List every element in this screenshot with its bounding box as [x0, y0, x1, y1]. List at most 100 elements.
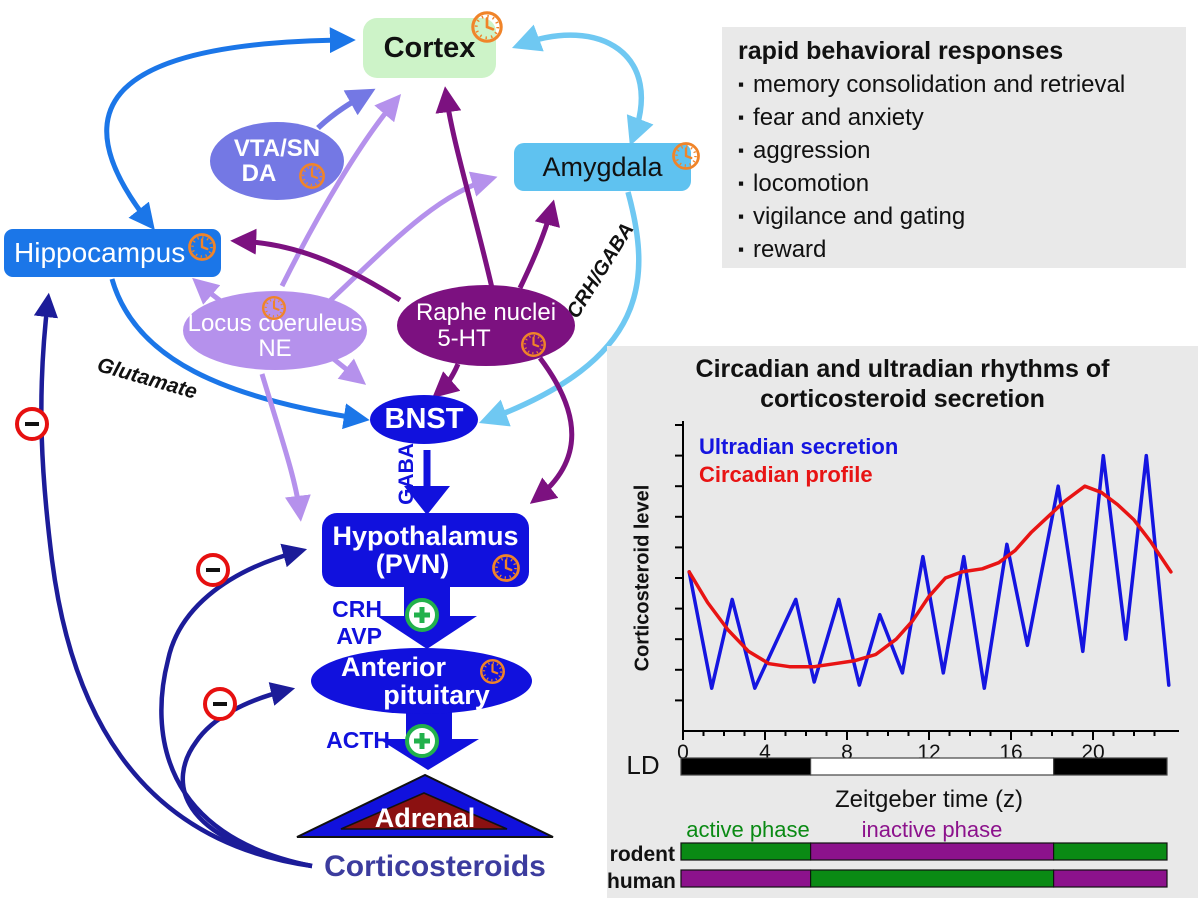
node-hippocampus-label: Hippocampus	[14, 237, 186, 269]
legend-circadian: Circadian profile	[699, 462, 873, 487]
node-amygdala: Amygdala	[514, 142, 700, 191]
adrenal-inner-triangle	[340, 792, 508, 830]
x-tick-label: 8	[841, 741, 853, 764]
arrow-raphe-hippocampus	[230, 228, 402, 303]
bullet-icon: ▪	[738, 174, 745, 193]
chart-title-line1: Circadian and ultradian rhythms of	[695, 355, 1110, 383]
bullet-icon: ▪	[738, 141, 745, 160]
clock-icon	[671, 141, 701, 171]
behavior-panel-title: rapid behavioral responses	[738, 37, 1064, 65]
chart-y-axis-label: Corticosteroid level	[631, 484, 654, 672]
minus-icon	[15, 407, 49, 441]
species-bar-segment-inactive	[1053, 869, 1168, 888]
x-tick-label: 0	[677, 741, 689, 764]
node-cortex: Cortex	[363, 11, 503, 78]
node-bnst: BNST	[370, 395, 478, 444]
clock-icon	[298, 162, 326, 190]
arrow-raphe-bnst	[432, 363, 461, 399]
ld-bar-segment-dark	[1053, 757, 1168, 776]
node-hypothalamus-line1: Hypothalamus	[332, 520, 519, 551]
species-label-human: human	[607, 870, 676, 893]
bullet-icon: ▪	[738, 108, 745, 127]
bullet-icon: ▪	[738, 207, 745, 226]
arrow-feedback-hippocampus	[33, 292, 313, 869]
arrow-raphe-cortex	[435, 86, 495, 289]
light-dark-bar-label: LD	[626, 750, 660, 780]
chart-panel: Circadian and ultradian rhythms of corti…	[607, 346, 1198, 898]
behavior-item-text: memory consolidation and retrieval	[753, 71, 1126, 98]
chart-x-axis-label: Zeitgeber time (z)	[834, 786, 1024, 813]
minus-icon	[203, 687, 237, 721]
node-vta-sn: VTA/SN DA	[210, 122, 344, 200]
diagram-arrows-canvas	[33, 24, 654, 869]
node-pituitary-line2: pituitary	[383, 680, 490, 710]
arrow-amygdala-bnst	[478, 191, 642, 427]
minus-icon	[196, 553, 230, 587]
node-anterior-pituitary: Anterior pituitary	[311, 648, 532, 714]
species-bar-segment-inactive	[810, 842, 1055, 861]
edge-label-gaba: GABA	[395, 443, 418, 505]
species-bar-segment-active	[680, 842, 812, 861]
behavior-item-text: locomotion	[753, 170, 870, 197]
node-raphe-nuclei: Raphe nuclei 5-HT	[397, 285, 575, 366]
edge-label-avp: AVP	[336, 623, 382, 649]
ultradian-line	[687, 453, 1171, 690]
behavior-panel: rapid behavioral responses ▪ memory conso…	[722, 27, 1186, 268]
species-bar-segment-active	[810, 869, 1055, 888]
node-pituitary-line1: Anterior	[340, 651, 446, 682]
clock-icon	[470, 10, 504, 44]
node-raphe-line2: 5-HT	[437, 324, 491, 352]
behavior-list: ▪ memory consolidation and retrieval ▪ fear…	[738, 69, 1174, 267]
bullet-icon: ▪	[738, 75, 745, 94]
plus-icon	[405, 724, 439, 758]
arrow-feedback-hypothalamus	[159, 543, 313, 869]
arrow-lc-hypothalamus	[259, 373, 311, 522]
node-hypothalamus: Hypothalamus (PVN)	[322, 513, 529, 587]
node-cortex-label: Cortex	[383, 31, 476, 64]
bullet-icon: ▪	[738, 240, 745, 259]
chart-title: Circadian and ultradian rhythms of corti…	[607, 354, 1198, 414]
behavior-item: ▪ locomotion	[738, 168, 1174, 201]
node-vta-line1: VTA/SN	[233, 134, 321, 162]
clock-icon	[520, 331, 547, 358]
arrow-hippocampus-bnst-glutamate	[109, 278, 370, 430]
arrow-lc-cortex	[279, 94, 402, 288]
clock-icon	[479, 658, 506, 685]
clock-icon	[491, 553, 521, 583]
arrow-raphe-amygdala	[517, 199, 560, 290]
plus-icon	[405, 598, 439, 632]
behavior-item: ▪ memory consolidation and retrieval	[738, 69, 1174, 102]
inactive-phase-label: inactive phase	[861, 817, 1003, 842]
edge-label-crh: CRH	[332, 596, 382, 622]
node-locus-line1: Locus coeruleus	[187, 310, 363, 337]
behavior-item: ▪ aggression	[738, 135, 1174, 168]
edge-label-acth: ACTH	[326, 727, 390, 753]
node-adrenal-label: Adrenal	[374, 803, 476, 833]
behavior-item: ▪ reward	[738, 234, 1174, 267]
node-locus-line2: NE	[258, 335, 292, 363]
node-corticosteroids-label: Corticosteroids	[324, 850, 546, 883]
behavior-item-text: aggression	[753, 137, 871, 164]
arrow-bnst-hypothalamus-head	[404, 486, 450, 515]
arrow-vta-cortex	[316, 88, 376, 131]
node-raphe-line1: Raphe nuclei	[415, 299, 557, 327]
species-bar-segment-inactive	[680, 869, 812, 888]
ld-bar-segment-dark	[680, 757, 812, 776]
chart-canvas: 0 4 8 12 16 20	[675, 421, 1179, 888]
circadian-line	[687, 484, 1173, 669]
arrow-hippocampus-cortex	[104, 27, 356, 231]
behavior-item: ▪ fear and anxiety	[738, 102, 1174, 135]
species-bar-segment-active	[1053, 842, 1168, 861]
species-label-rodent: rodent	[609, 843, 675, 866]
behavior-item-text: reward	[753, 236, 827, 263]
node-bnst-label: BNST	[384, 403, 464, 436]
clock-icon	[261, 295, 287, 321]
node-hypothalamus-line2: (PVN)	[375, 549, 450, 579]
behavior-item-text: vigilance and gating	[753, 203, 966, 230]
node-locus-coeruleus: Locus coeruleus NE	[183, 291, 367, 370]
behavior-item-text: fear and anxiety	[753, 104, 924, 131]
chart-title-line2: corticosteroid secretion	[760, 385, 1045, 413]
arrow-raphe-hypothalamus	[529, 356, 575, 504]
arrow-feedback-pituitary	[180, 682, 313, 869]
